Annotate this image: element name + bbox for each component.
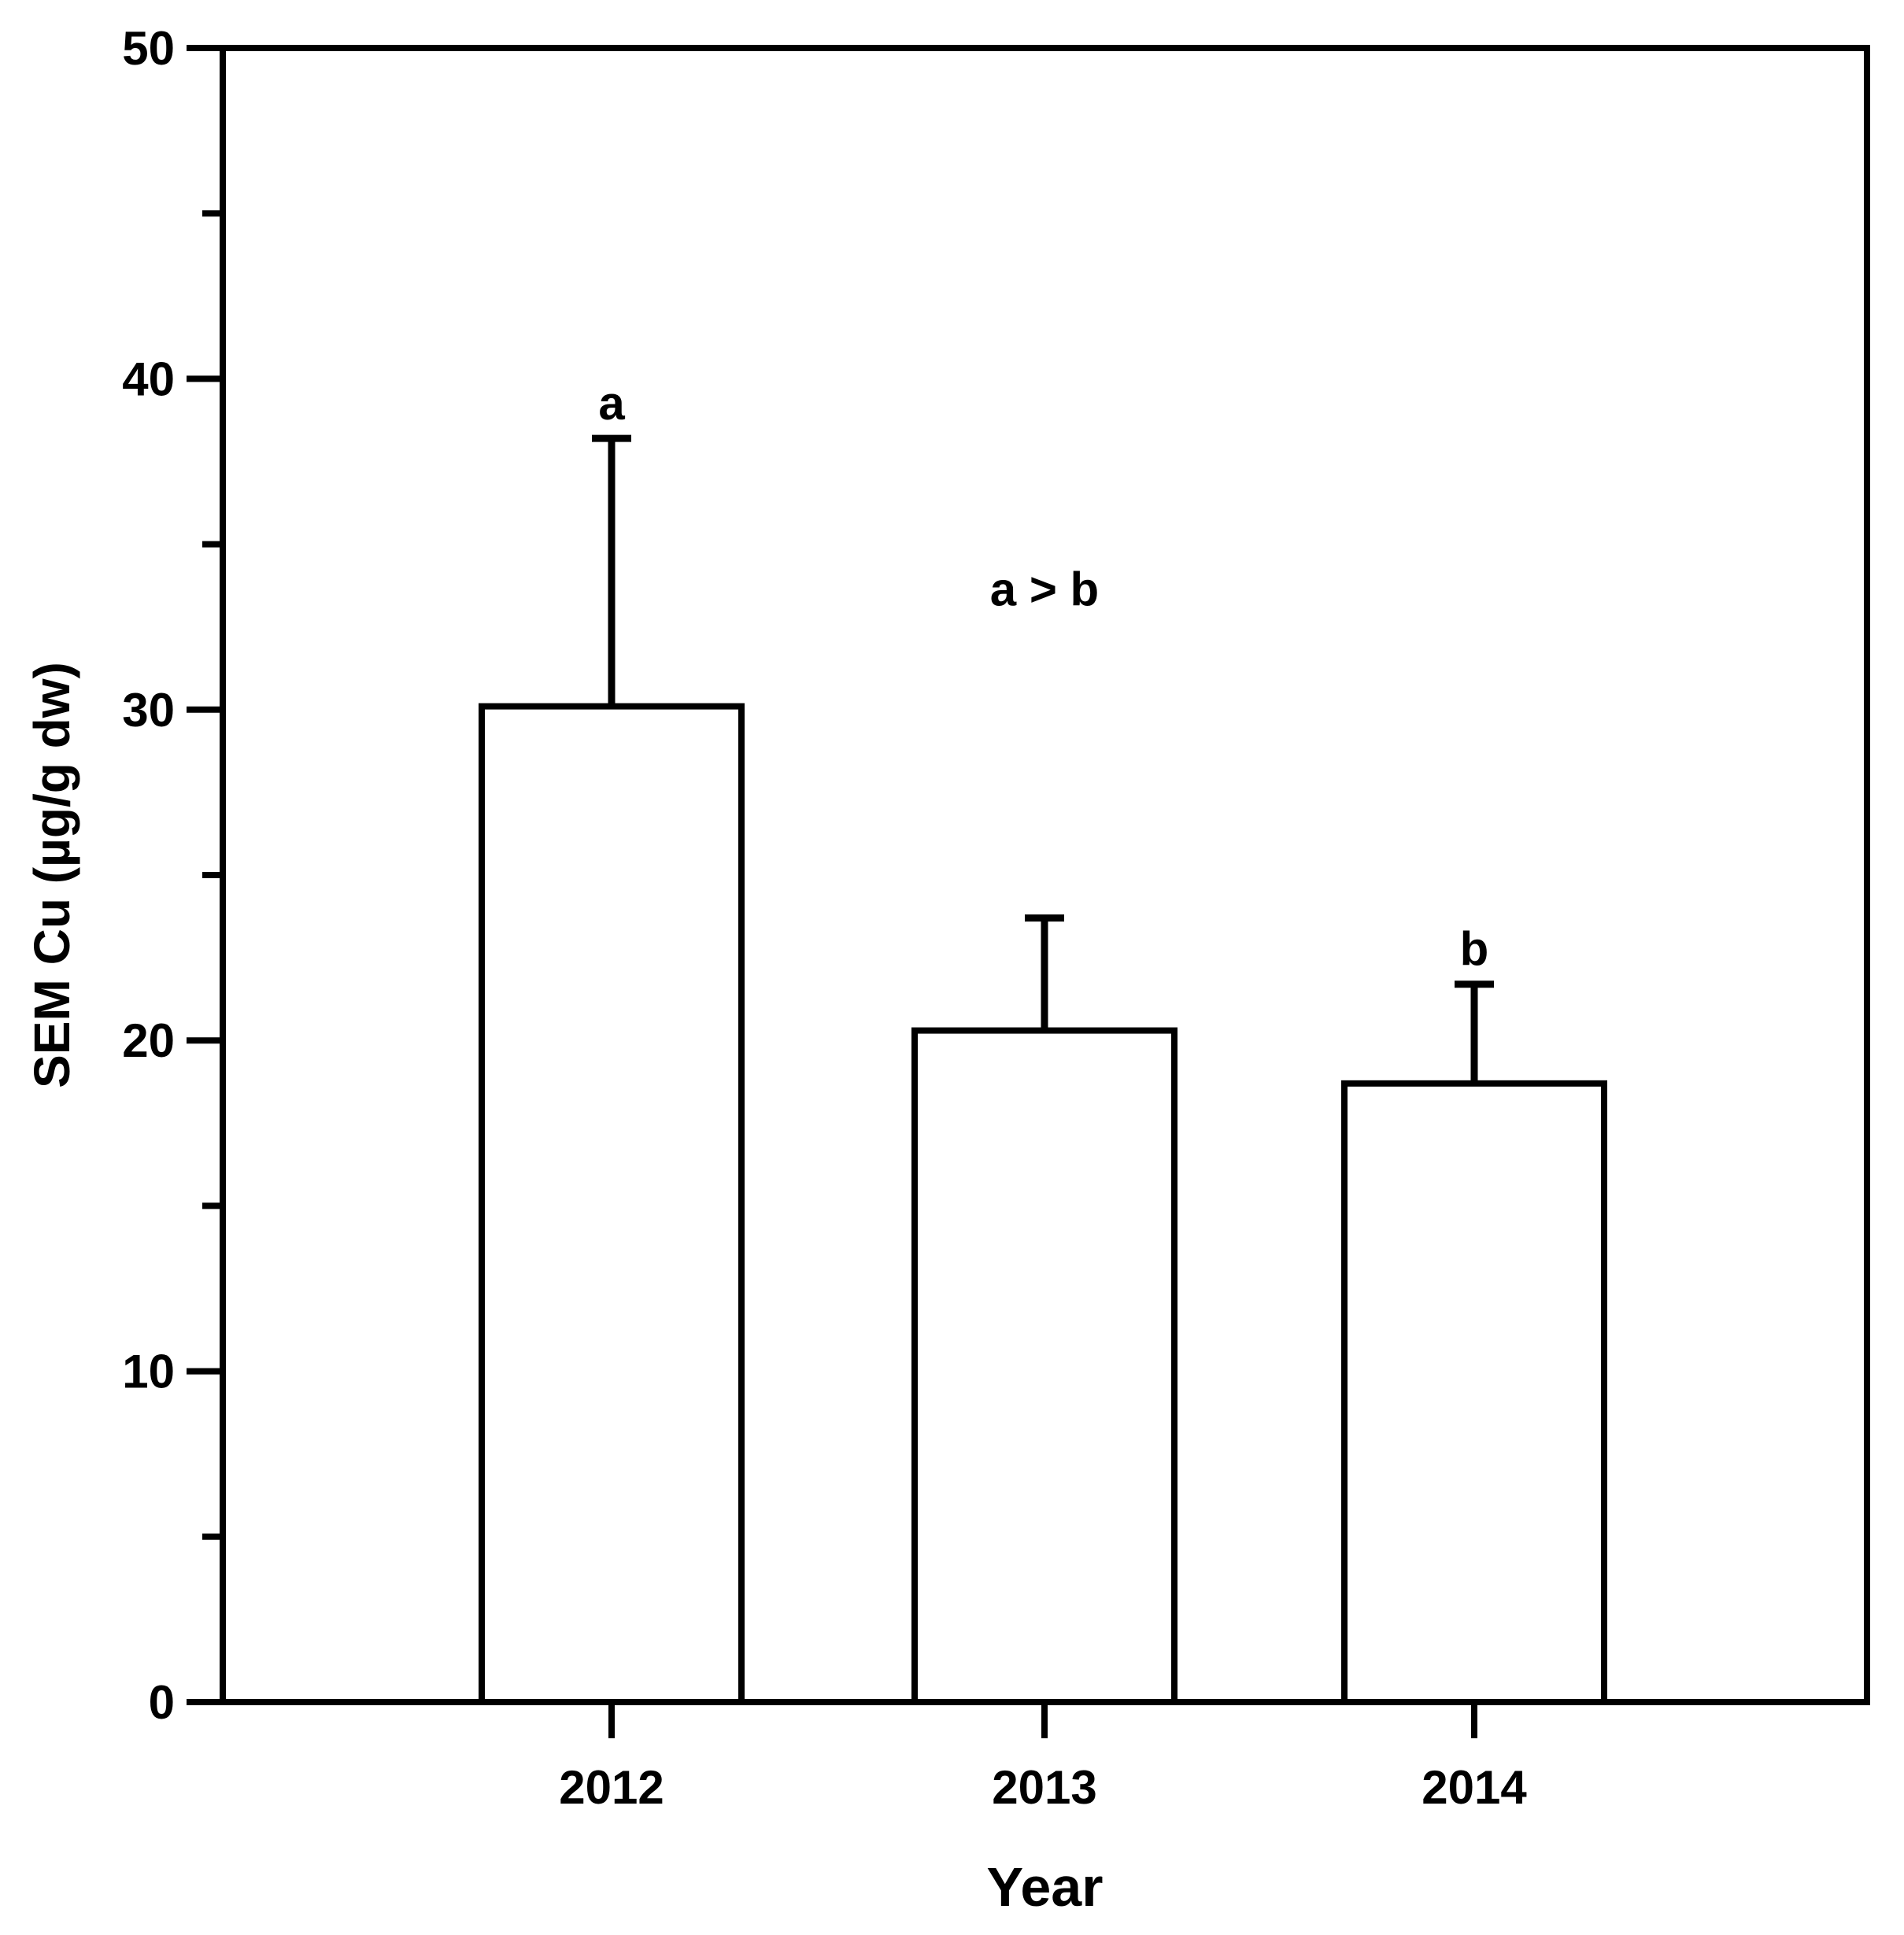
y-tick-label-20: 20: [122, 1014, 175, 1067]
bar-2013: [911, 1027, 1178, 1705]
x-axis-title: Year: [987, 1856, 1104, 1918]
bar-2014: [1341, 1080, 1607, 1706]
y-tick-label-10: 10: [122, 1346, 175, 1398]
y-tick-label-50: 50: [122, 22, 175, 75]
x-tick-label-2013: 2013: [992, 1761, 1096, 1814]
annotation-comparison: a > b: [990, 563, 1099, 615]
bar-2012: [479, 703, 745, 1706]
y-tick-label-0: 0: [149, 1676, 175, 1729]
x-tick-label-2014: 2014: [1422, 1761, 1527, 1814]
y-axis-title: SEM Cu (µg/g dw): [24, 662, 80, 1088]
x-tick-label-2012: 2012: [559, 1761, 664, 1814]
annotation-sig-letter-2014: b: [1460, 923, 1489, 976]
y-tick-label-30: 30: [122, 684, 175, 737]
annotation-sig-letter-2012: a: [598, 377, 625, 430]
y-tick-label-40: 40: [122, 353, 175, 405]
